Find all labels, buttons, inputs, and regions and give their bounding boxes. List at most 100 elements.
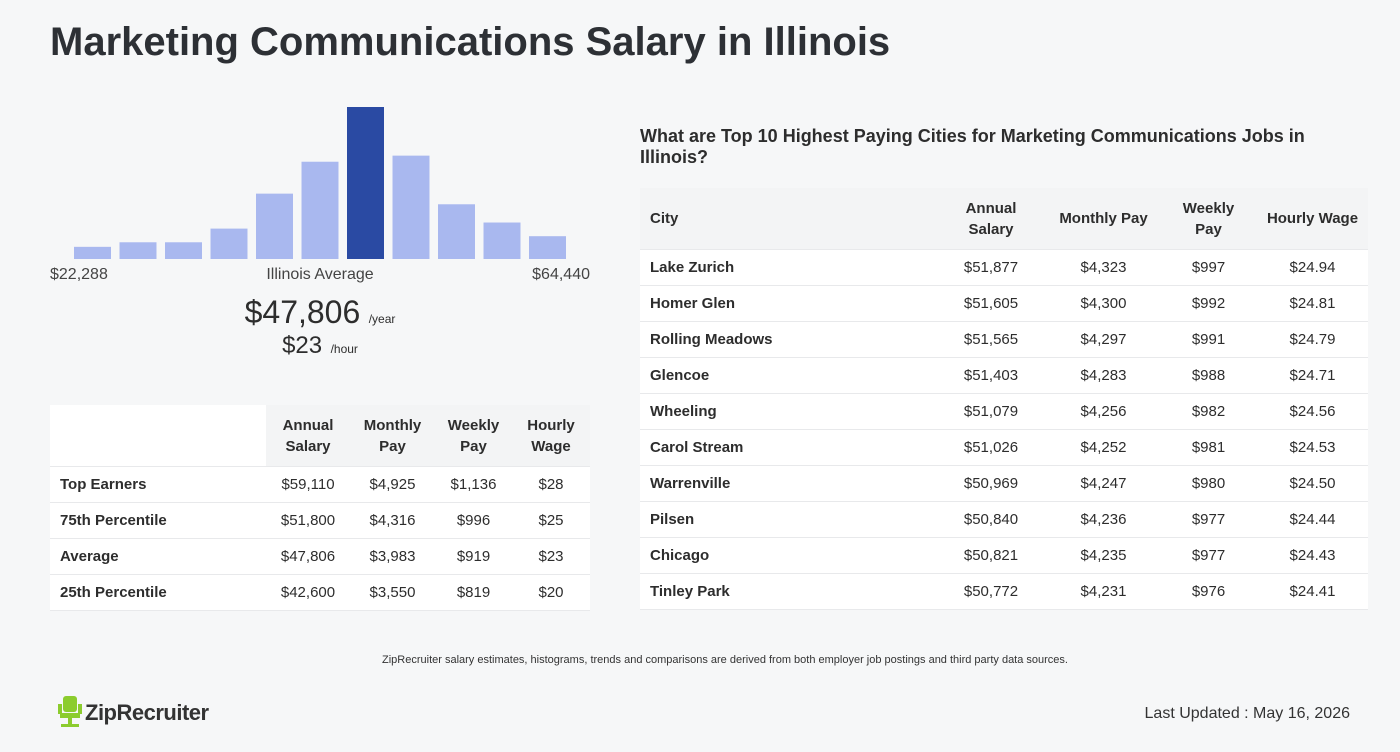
annual-unit: /year: [368, 312, 396, 326]
cell: $51,877: [935, 249, 1047, 286]
row-label: Homer Glen: [640, 285, 935, 322]
histogram-bar: [529, 236, 566, 259]
cell: $51,026: [935, 429, 1047, 466]
cell: $4,231: [1047, 573, 1160, 610]
cell: $992: [1160, 285, 1257, 322]
salary-histogram: [74, 107, 566, 259]
cell: $977: [1160, 501, 1257, 538]
logo-text: ZipRecruiter: [85, 700, 209, 725]
cell: $50,772: [935, 573, 1047, 610]
range-max: $64,440: [532, 266, 590, 283]
header-cell: Hourly Wage: [1257, 188, 1368, 250]
cell: $24.41: [1257, 573, 1368, 610]
histogram-bar: [483, 222, 521, 259]
cell: $50,840: [935, 501, 1047, 538]
cell: $4,252: [1047, 429, 1160, 466]
table-row: Warrenville $50,969 $4,247 $980 $24.50: [640, 465, 1368, 502]
row-label: 75th Percentile: [50, 502, 266, 539]
row-label: Chicago: [640, 537, 935, 574]
cities-title: What are Top 10 Highest Paying Cities fo…: [640, 126, 1305, 167]
cell: $47,806: [266, 538, 350, 575]
row-label: Top Earners: [50, 466, 266, 503]
table-row: Wheeling $51,079 $4,256 $982 $24.56: [640, 393, 1368, 430]
header-cell: Hourly Wage: [512, 405, 590, 467]
cell: $981: [1160, 429, 1257, 466]
footer-note: ZipRecruiter salary estimates, histogram…: [382, 654, 1068, 666]
logo-icon: [58, 696, 82, 727]
cell: $23: [512, 538, 590, 575]
header-cell: Annual Salary: [266, 405, 350, 467]
cell: $51,605: [935, 285, 1047, 322]
histogram-bar: [119, 242, 157, 259]
cell: $4,235: [1047, 537, 1160, 574]
histogram-bar: [301, 161, 339, 259]
header-cell: Weekly Pay: [435, 405, 512, 467]
cell: $24.79: [1257, 321, 1368, 358]
cell: $51,565: [935, 321, 1047, 358]
cell: $51,403: [935, 357, 1047, 394]
histogram-bar: [392, 155, 430, 259]
cell: $24.53: [1257, 429, 1368, 466]
cell: $24.43: [1257, 537, 1368, 574]
cell: $988: [1160, 357, 1257, 394]
cell: $4,316: [350, 502, 435, 539]
table-row: Tinley Park $50,772 $4,231 $976 $24.41: [640, 573, 1368, 610]
table-row: Lake Zurich $51,877 $4,323 $997 $24.94: [640, 249, 1368, 286]
table-row: 75th Percentile $51,800 $4,316 $996 $25: [50, 502, 590, 539]
header-cell: [50, 405, 266, 467]
table-row: 25th Percentile $42,600 $3,550 $819 $20: [50, 574, 590, 611]
cell: $50,969: [935, 465, 1047, 502]
cell: $4,300: [1047, 285, 1160, 322]
row-label: Carol Stream: [640, 429, 935, 466]
average-annual-row: $47,806 /year: [50, 294, 590, 331]
cities-table: City Annual Salary Monthly Pay Weekly Pay Ho…: [640, 188, 1368, 610]
cell: $51,800: [266, 502, 350, 539]
cell: $997: [1160, 249, 1257, 286]
cell: $59,110: [266, 466, 350, 503]
cell: $996: [435, 502, 512, 539]
range-min: $22,288: [50, 266, 108, 283]
row-label: Pilsen: [640, 501, 935, 538]
cell: $4,925: [350, 466, 435, 503]
summary-table: Annual Salary Monthly Pay Weekly Pay Hourly…: [50, 405, 590, 611]
table-row: Rolling Meadows $51,565 $4,297 $991 $24.79: [640, 321, 1368, 358]
header-cell: Weekly Pay: [1160, 188, 1257, 250]
cell: $25: [512, 502, 590, 539]
table-row: Top Earners $59,110 $4,925 $1,136 $28: [50, 466, 590, 503]
cell: $919: [435, 538, 512, 575]
header-cell: Monthly Pay: [1047, 188, 1160, 250]
table-row: Pilsen $50,840 $4,236 $977 $24.44: [640, 501, 1368, 538]
range-label: Illinois Average: [266, 266, 374, 283]
row-label: Warrenville: [640, 465, 935, 502]
cell: $1,136: [435, 466, 512, 503]
cell: $4,323: [1047, 249, 1160, 286]
page-title: Marketing Communications Salary in Illin…: [50, 20, 891, 64]
header-cell: Monthly Pay: [350, 405, 435, 467]
table-row: Chicago $50,821 $4,235 $977 $24.43: [640, 537, 1368, 574]
cell: $50,821: [935, 537, 1047, 574]
average-annual: $47,806: [244, 294, 361, 330]
table-row: Carol Stream $51,026 $4,252 $981 $24.53: [640, 429, 1368, 466]
header-cell: City: [640, 188, 935, 250]
row-label: Rolling Meadows: [640, 321, 935, 358]
histogram-bar: [165, 242, 202, 259]
cell: $4,297: [1047, 321, 1160, 358]
row-label: Wheeling: [640, 393, 935, 430]
histogram-bar: [210, 228, 248, 259]
cell: $4,247: [1047, 465, 1160, 502]
cell: $20: [512, 574, 590, 611]
hourly-unit: /hour: [330, 342, 358, 356]
histogram-bar: [256, 193, 293, 259]
cell: $24.81: [1257, 285, 1368, 322]
cell: $24.56: [1257, 393, 1368, 430]
cell: $42,600: [266, 574, 350, 611]
cell: $991: [1160, 321, 1257, 358]
cell: $24.71: [1257, 357, 1368, 394]
histogram-bar: [347, 107, 384, 259]
table-row: Homer Glen $51,605 $4,300 $992 $24.81: [640, 285, 1368, 322]
cell: $24.44: [1257, 501, 1368, 538]
cell: $4,256: [1047, 393, 1160, 430]
row-label: Glencoe: [640, 357, 935, 394]
cell: $4,283: [1047, 357, 1160, 394]
